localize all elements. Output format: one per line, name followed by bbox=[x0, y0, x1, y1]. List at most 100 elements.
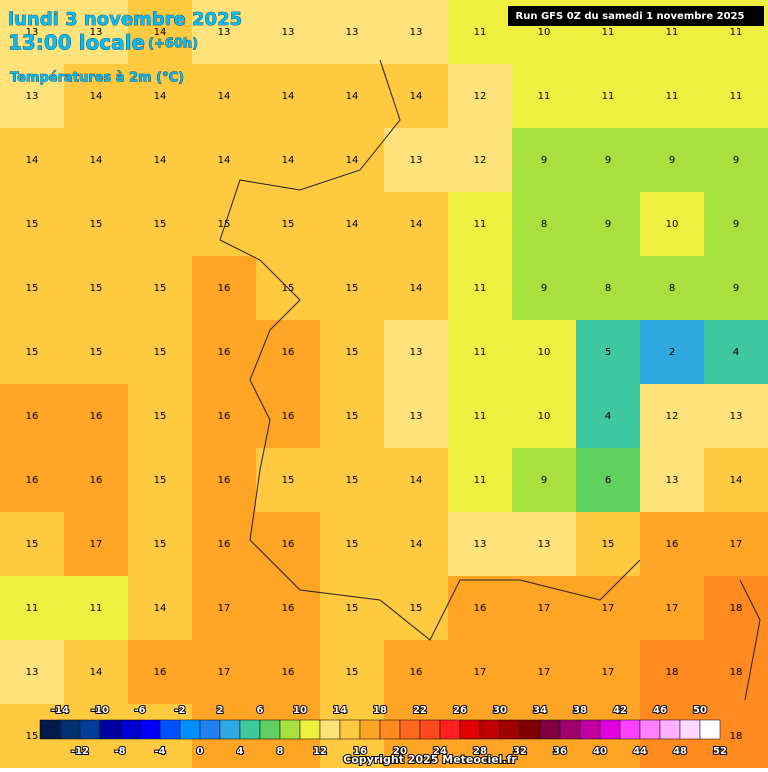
temp-value: 13 bbox=[410, 155, 423, 166]
temp-cell bbox=[0, 128, 65, 193]
temp-value: 15 bbox=[154, 539, 167, 550]
temp-cell bbox=[192, 192, 257, 257]
temp-cell bbox=[192, 640, 257, 705]
temp-value: 17 bbox=[730, 539, 743, 550]
temp-value: 15 bbox=[346, 539, 359, 550]
temp-value: 11 bbox=[474, 27, 487, 38]
temp-value: 9 bbox=[605, 219, 611, 230]
scale-label: 50 bbox=[693, 705, 707, 716]
temp-cell bbox=[512, 128, 577, 193]
temp-cell bbox=[256, 192, 321, 257]
temp-cell bbox=[512, 320, 577, 385]
temp-cell bbox=[640, 256, 705, 321]
scale-label: 4 bbox=[237, 746, 244, 757]
scale-label: 30 bbox=[493, 705, 507, 716]
temp-value: 15 bbox=[26, 219, 39, 230]
scale-box bbox=[479, 719, 501, 740]
time: 13:00 locale bbox=[8, 31, 145, 55]
scale-label: -14 bbox=[51, 705, 69, 716]
temp-value: 14 bbox=[410, 219, 423, 230]
temp-cell bbox=[256, 0, 321, 65]
temp-cell bbox=[64, 448, 129, 513]
temp-cell bbox=[128, 384, 193, 449]
temp-cell bbox=[320, 448, 385, 513]
temp-cell bbox=[448, 64, 513, 129]
temp-cell bbox=[0, 384, 65, 449]
temp-cell bbox=[192, 320, 257, 385]
temp-value: 5 bbox=[605, 347, 611, 358]
temp-value: 11 bbox=[474, 283, 487, 294]
temp-value: 17 bbox=[474, 667, 487, 678]
field-name: Températures à 2m (°C) bbox=[10, 71, 184, 86]
temp-value: 13 bbox=[26, 667, 39, 678]
scale-label: -8 bbox=[114, 746, 125, 757]
temp-cell bbox=[640, 128, 705, 193]
temp-cell bbox=[64, 0, 129, 65]
temp-value: 18 bbox=[730, 603, 743, 614]
scale-label: 32 bbox=[513, 746, 527, 757]
temp-value: 8 bbox=[605, 283, 611, 294]
temp-value: 16 bbox=[218, 283, 231, 294]
temp-value: 14 bbox=[90, 91, 103, 102]
temp-cell bbox=[256, 128, 321, 193]
temp-cell bbox=[512, 64, 577, 129]
temp-value: 14 bbox=[218, 155, 231, 166]
temp-cell bbox=[704, 576, 768, 641]
temp-value: 17 bbox=[218, 667, 231, 678]
temp-value: 15 bbox=[346, 411, 359, 422]
temp-value: 14 bbox=[90, 667, 103, 678]
temp-cell bbox=[384, 448, 449, 513]
temp-cell bbox=[704, 384, 768, 449]
temp-value: 11 bbox=[730, 27, 743, 38]
temp-cell bbox=[64, 576, 129, 641]
scale-box bbox=[439, 719, 461, 740]
temp-cell bbox=[512, 192, 577, 257]
scale-box bbox=[699, 719, 721, 740]
temp-value: 13 bbox=[474, 539, 487, 550]
scale-label: -2 bbox=[174, 705, 185, 716]
scale-label: 46 bbox=[653, 705, 667, 716]
scale-label: 2 bbox=[217, 705, 224, 716]
temp-cell bbox=[64, 192, 129, 257]
temp-value: 18 bbox=[730, 731, 743, 742]
temp-value: 15 bbox=[90, 219, 103, 230]
temp-value: 10 bbox=[538, 27, 551, 38]
temp-cell bbox=[448, 640, 513, 705]
temp-cell bbox=[704, 640, 768, 705]
scale-label: 38 bbox=[573, 705, 587, 716]
temp-value: 11 bbox=[666, 91, 679, 102]
scale-box bbox=[559, 719, 581, 740]
scale-label: 22 bbox=[413, 705, 427, 716]
temp-cell bbox=[448, 256, 513, 321]
coastlines bbox=[219, 59, 761, 701]
temp-cell bbox=[320, 512, 385, 577]
temp-cell bbox=[320, 576, 385, 641]
temp-value: 15 bbox=[154, 283, 167, 294]
temp-value: 11 bbox=[538, 91, 551, 102]
temp-cell bbox=[512, 640, 577, 705]
credit: Copyright 2025 Meteociel.fr bbox=[343, 753, 517, 766]
temp-cell bbox=[192, 448, 257, 513]
temp-cell bbox=[0, 192, 65, 257]
temp-value: 9 bbox=[733, 219, 739, 230]
temp-cell bbox=[192, 512, 257, 577]
scale-label: 10 bbox=[293, 705, 307, 716]
temp-value: 10 bbox=[666, 219, 679, 230]
scale-box bbox=[639, 719, 661, 740]
scale-label: 52 bbox=[713, 746, 727, 757]
temp-value: 12 bbox=[474, 91, 487, 102]
scale-box bbox=[299, 719, 321, 740]
temp-value: 9 bbox=[541, 155, 547, 166]
temp-value: 16 bbox=[90, 475, 103, 486]
scale-box bbox=[619, 719, 641, 740]
temp-value: 15 bbox=[154, 219, 167, 230]
temp-value: 14 bbox=[282, 91, 295, 102]
temp-cell bbox=[640, 64, 705, 129]
temp-value: 17 bbox=[538, 603, 551, 614]
temp-value: 15 bbox=[218, 219, 231, 230]
temp-cell bbox=[320, 640, 385, 705]
temp-cell bbox=[320, 256, 385, 321]
temp-value: 15 bbox=[282, 475, 295, 486]
temp-value: 18 bbox=[666, 667, 679, 678]
temp-cell bbox=[256, 448, 321, 513]
